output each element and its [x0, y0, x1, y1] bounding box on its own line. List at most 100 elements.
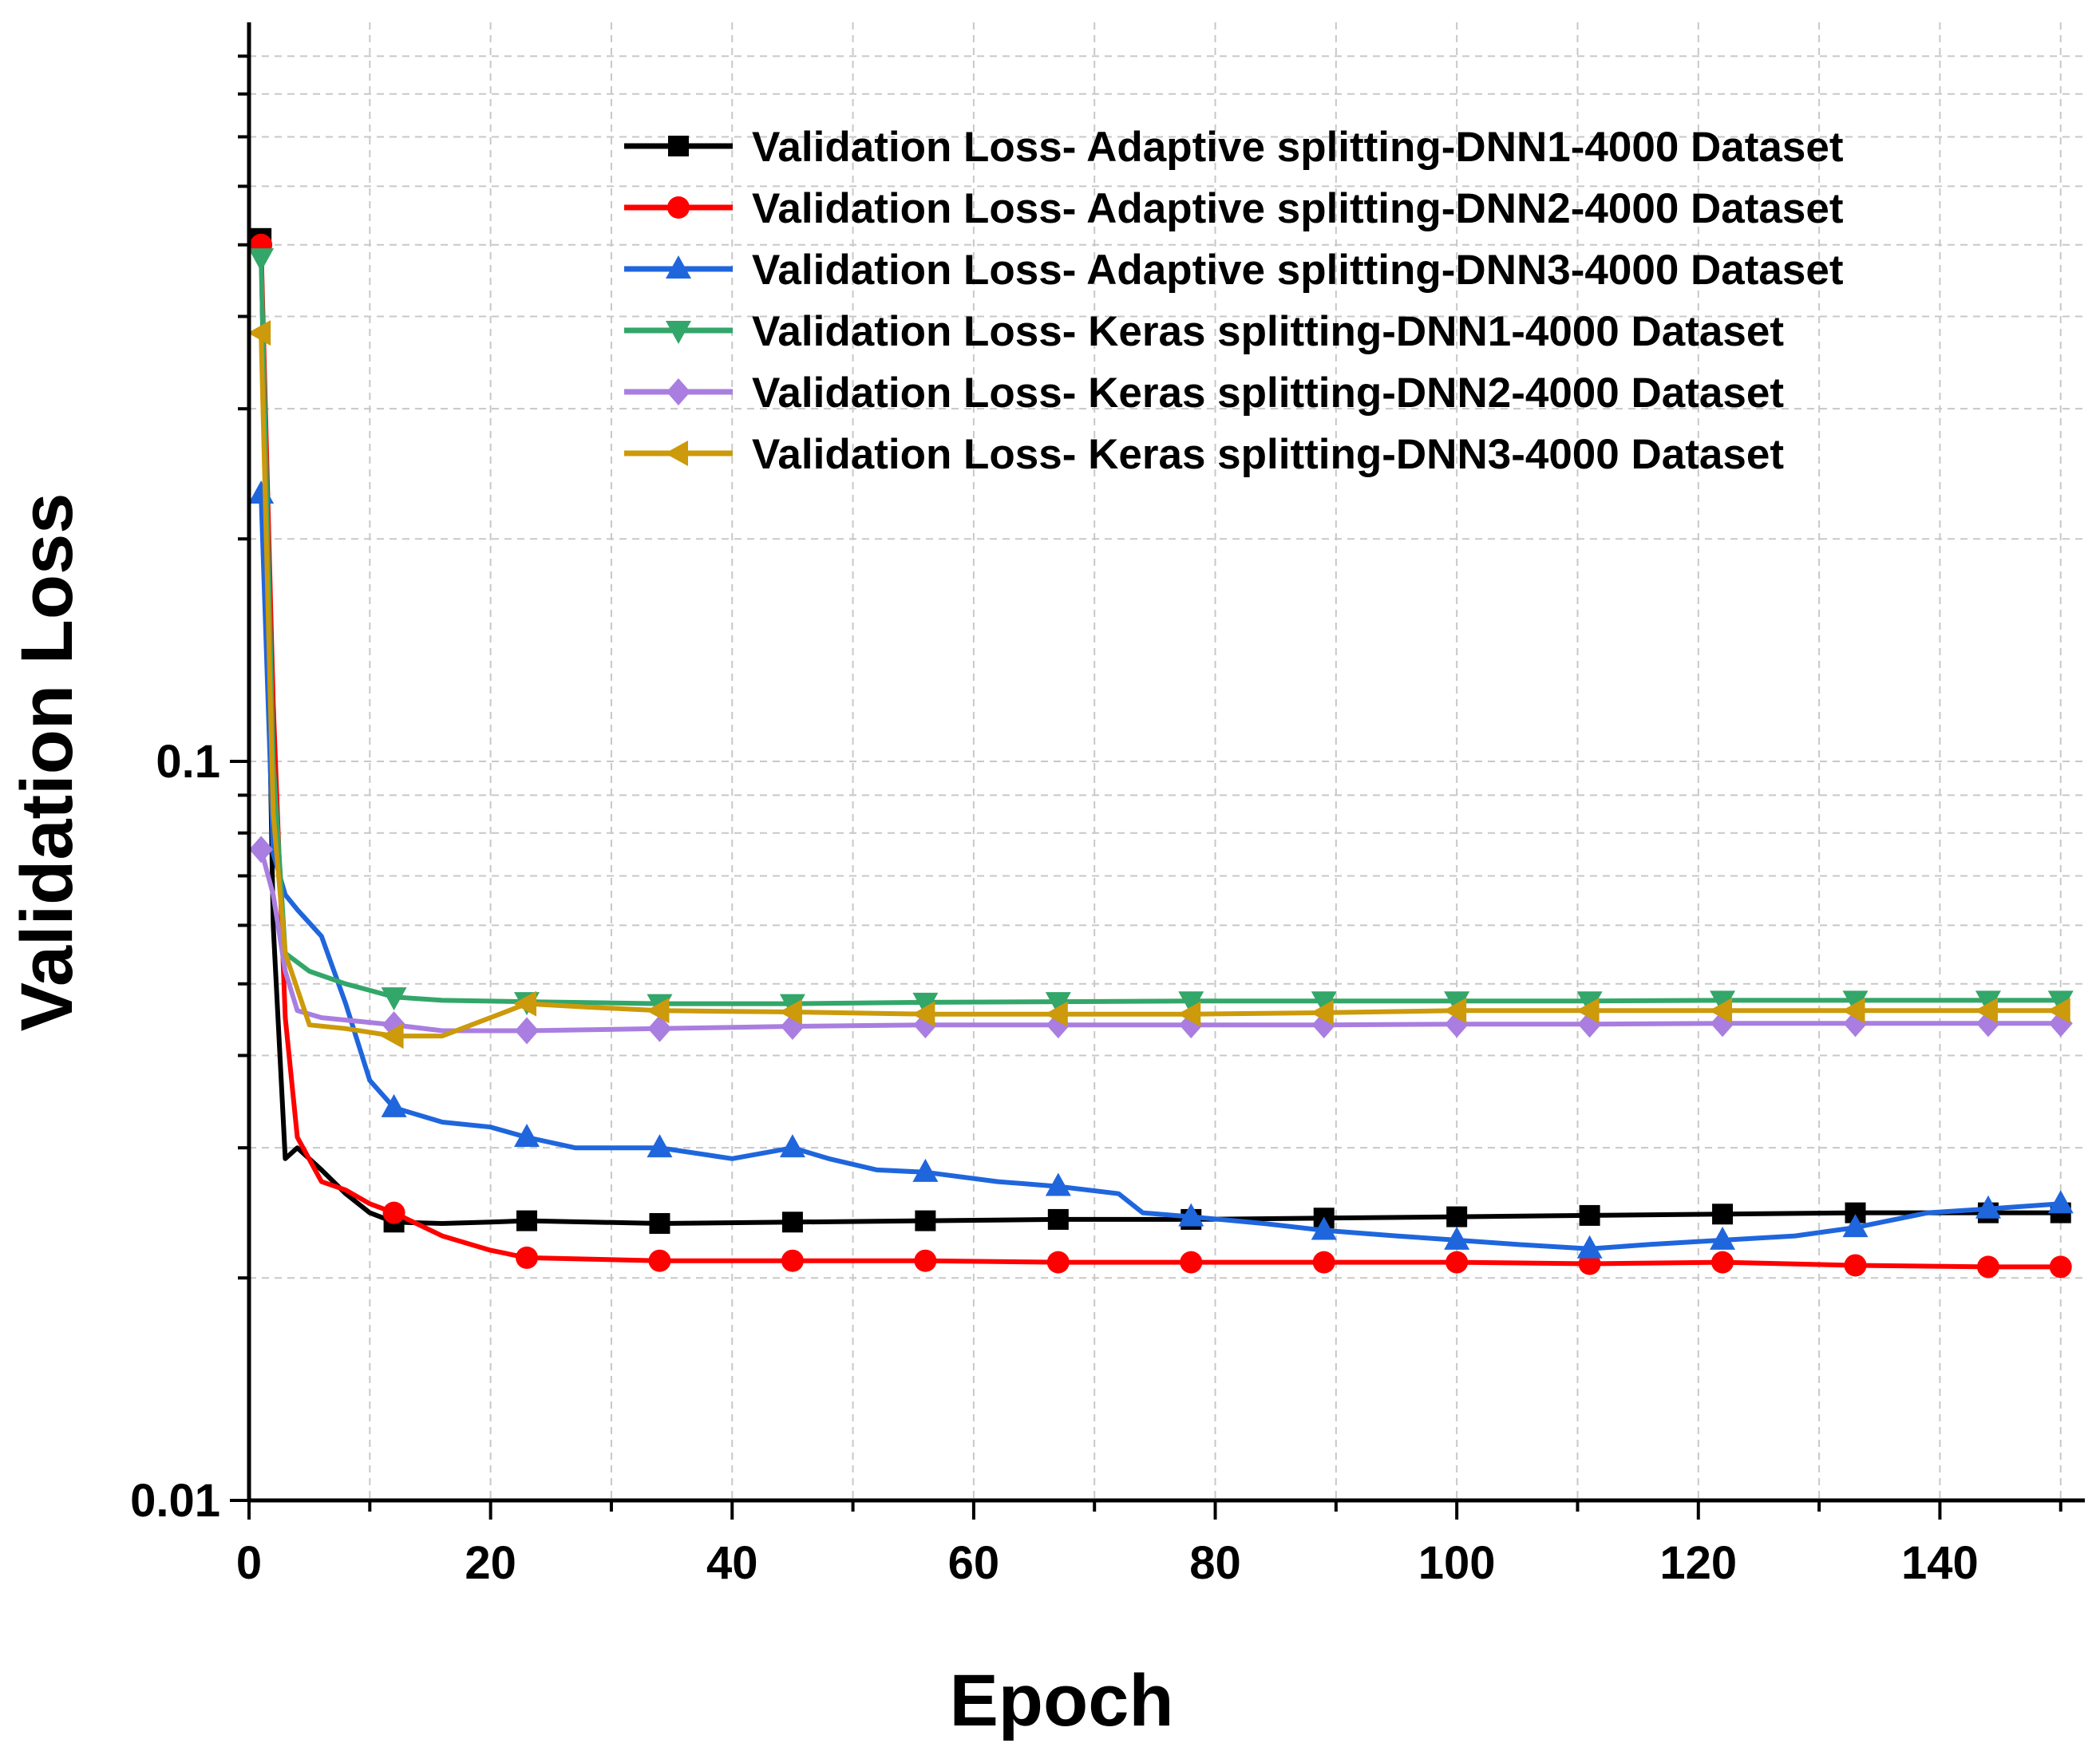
series-3-point: [1842, 1214, 1869, 1238]
y-tick-label: 0.01: [130, 1475, 220, 1527]
x-tick-label: 20: [465, 1537, 516, 1589]
series-3-point: [1576, 1235, 1603, 1259]
series-6-point: [1576, 998, 1600, 1024]
series-6-point: [380, 1023, 404, 1049]
series-3-point: [2047, 1190, 2074, 1214]
x-tick-label: 60: [948, 1537, 1000, 1589]
series-2-point: [1711, 1251, 1734, 1274]
series-6-point: [1841, 998, 1865, 1024]
series-1-point: [915, 1210, 936, 1231]
series-6-point: [2047, 998, 2070, 1024]
series-6-point: [513, 990, 537, 1017]
legend-entry-1: Validation Loss- Adaptive splitting-DNN1…: [624, 124, 1844, 171]
series-1-point: [1446, 1206, 1468, 1227]
series-3-point: [381, 1093, 407, 1117]
series-1-point: [1047, 1208, 1069, 1230]
series-3: [249, 480, 2074, 1259]
series-4-point: [2047, 990, 2074, 1014]
series-2-point: [1445, 1251, 1469, 1274]
series-3-point: [779, 1134, 805, 1158]
legend-entry-5: Validation Loss- Keras splitting-DNN2-40…: [624, 370, 1784, 417]
x-tick-label: 120: [1659, 1537, 1737, 1589]
series-5-point: [647, 1014, 672, 1042]
series-2-point: [1312, 1251, 1335, 1274]
series-5-point: [515, 1017, 540, 1045]
legend-label: Validation Loss- Keras splitting-DNN1-40…: [752, 308, 1784, 355]
series-4-point: [1576, 991, 1603, 1015]
series-layer: [249, 227, 2074, 1279]
x-tick-label: 0: [236, 1537, 262, 1589]
series-4-point: [249, 248, 275, 272]
legend-entry-6: Validation Loss- Keras splitting-DNN3-40…: [624, 431, 1784, 478]
legend-label: Validation Loss- Keras splitting-DNN3-40…: [752, 431, 1784, 478]
series-6-point: [1974, 998, 1998, 1024]
legend-entry-2: Validation Loss- Adaptive splitting-DNN2…: [624, 185, 1844, 232]
series-3-point: [912, 1158, 939, 1182]
legend-marker: [666, 378, 690, 405]
series-3-point: [647, 1134, 673, 1158]
legend-entry-3: Validation Loss- Adaptive splitting-DNN3…: [624, 247, 1844, 294]
series-4-point: [1444, 991, 1470, 1015]
legend-label: Validation Loss- Adaptive splitting-DNN1…: [752, 124, 1844, 171]
legend-marker: [665, 441, 688, 466]
series-3-point: [1178, 1203, 1204, 1227]
series-2-point: [1844, 1254, 1867, 1277]
series-line-6: [259, 330, 2063, 1039]
x-tick-label: 100: [1418, 1537, 1496, 1589]
series-6-point: [1443, 998, 1467, 1024]
series-1-point: [1579, 1204, 1600, 1226]
series-2-point: [516, 1246, 539, 1269]
legend-label: Validation Loss- Adaptive splitting-DNN2…: [752, 185, 1844, 232]
y-axis-title: Validation Loss: [6, 493, 88, 1032]
series-2-point: [1046, 1251, 1070, 1274]
legend-label: Validation Loss- Keras splitting-DNN2-40…: [752, 370, 1784, 417]
series-3-point: [1045, 1172, 1071, 1196]
series-3-point: [1975, 1195, 2001, 1219]
series-2-point: [914, 1249, 937, 1272]
series-line-3: [259, 492, 2063, 1251]
series-2-point: [1976, 1255, 1999, 1279]
series-2-point: [781, 1249, 804, 1272]
series-4-point: [1178, 991, 1204, 1015]
series-6-point: [1310, 999, 1334, 1026]
legend-marker: [667, 196, 690, 219]
series-6-point: [1044, 1001, 1068, 1027]
series-4-point: [1045, 992, 1071, 1016]
series-5-point: [249, 836, 274, 864]
series-6: [249, 320, 2070, 1049]
series-6-point: [912, 1001, 935, 1027]
series-1-point: [649, 1212, 670, 1234]
legend-marker: [668, 136, 689, 156]
series-4: [249, 248, 2074, 1018]
series-3-point: [1444, 1226, 1470, 1250]
series-6-point: [1177, 1001, 1201, 1027]
series-2-point: [648, 1249, 671, 1272]
series-3-point: [1710, 1226, 1736, 1250]
series-4-point: [1842, 990, 1869, 1014]
series-1-point: [516, 1210, 538, 1231]
series-4-point: [912, 992, 939, 1016]
series-2-point: [382, 1201, 405, 1224]
series-4-point: [381, 987, 407, 1011]
legend-label: Validation Loss- Adaptive splitting-DNN3…: [752, 247, 1844, 294]
x-tick-label: 140: [1901, 1537, 1979, 1589]
series-4-point: [1710, 990, 1736, 1014]
series-1-point: [781, 1212, 803, 1233]
series-4-point: [1975, 990, 2001, 1014]
x-axis-title: Epoch: [949, 1660, 1173, 1741]
series-1-point: [1712, 1204, 1734, 1225]
series-2-point: [2049, 1255, 2072, 1279]
series-6-point: [778, 999, 802, 1026]
x-tick-label: 40: [706, 1537, 758, 1589]
ticks: 0 20 40 60 80 100 120 140 0.01 0.1: [130, 54, 2062, 1589]
series-4-point: [1311, 991, 1337, 1015]
legend-marker: [666, 255, 691, 279]
series-6-point: [249, 320, 271, 346]
series-3-point: [514, 1123, 540, 1147]
series-3-point: [249, 480, 275, 504]
y-tick-label: 0.1: [156, 736, 220, 788]
series-3-point: [1311, 1216, 1337, 1240]
legend-marker: [666, 321, 691, 344]
grid-lines: [249, 22, 2085, 1500]
